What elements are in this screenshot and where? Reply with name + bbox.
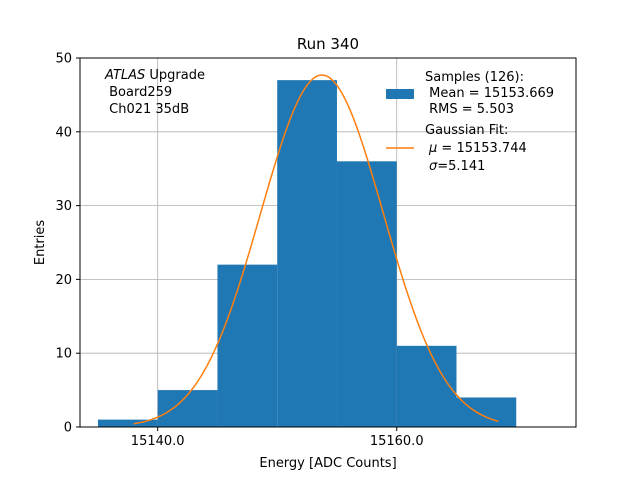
- legend-fit-title: Gaussian Fit:: [425, 123, 508, 138]
- histogram-bar: [396, 345, 457, 427]
- x-tick-label: 15160.0: [370, 434, 424, 449]
- legend-fit-mu: μ = 15153.744: [428, 141, 527, 156]
- legend: Samples (126): Mean = 15153.669 RMS = 5.…: [386, 70, 554, 174]
- legend-samples-rms: RMS = 5.503: [425, 102, 514, 117]
- legend-fit-sigma-value: =5.141: [437, 159, 485, 174]
- annotation-upgrade: Upgrade: [145, 68, 205, 83]
- histogram-bar: [277, 80, 337, 427]
- gaussian-fit-line: [133, 74, 499, 425]
- y-tick-label: 50: [55, 52, 72, 67]
- y-tick-label: 20: [55, 273, 72, 288]
- annotation-line-3: Ch021 35dB: [105, 102, 189, 117]
- legend-fit-sigma: σ=5.141: [429, 159, 485, 174]
- histogram-bar: [456, 397, 517, 427]
- annotation-line-1: ATLAS Upgrade: [104, 68, 205, 83]
- y-axis: 0 10 20 30 40 50: [55, 52, 80, 436]
- annotation-box: ATLAS Upgrade Board259 Ch021 35dB: [104, 68, 205, 117]
- annotation-atlas: ATLAS: [104, 68, 145, 83]
- histogram-bar: [157, 390, 218, 427]
- histogram-bar: [336, 161, 397, 427]
- chart-title: Run 340: [297, 35, 359, 53]
- plot-frame: [79, 57, 577, 428]
- fit-layer: [133, 74, 499, 425]
- y-tick-label: 40: [55, 125, 72, 140]
- y-tick-label: 30: [55, 199, 72, 214]
- y-tick-label: 0: [64, 421, 72, 436]
- legend-fit-mu-value: = 15153.744: [437, 141, 526, 156]
- x-axis-label: Energy [ADC Counts]: [259, 456, 396, 471]
- x-axis: 15140.0 15160.0: [131, 427, 424, 449]
- histogram-bar: [97, 419, 158, 427]
- y-tick-label: 10: [55, 347, 72, 362]
- legend-fit-sigma-symbol: σ: [429, 159, 438, 174]
- legend-fit-mu-symbol: μ: [428, 141, 437, 156]
- legend-histogram-patch: [386, 89, 414, 99]
- annotation-line-2: Board259: [105, 85, 172, 100]
- x-tick-label: 15140.0: [131, 434, 185, 449]
- histogram-bar: [217, 264, 278, 427]
- y-axis-label: Entries: [33, 220, 48, 266]
- legend-samples-mean: Mean = 15153.669: [425, 86, 554, 101]
- bars-layer: [97, 80, 517, 427]
- legend-samples-title: Samples (126):: [425, 70, 524, 85]
